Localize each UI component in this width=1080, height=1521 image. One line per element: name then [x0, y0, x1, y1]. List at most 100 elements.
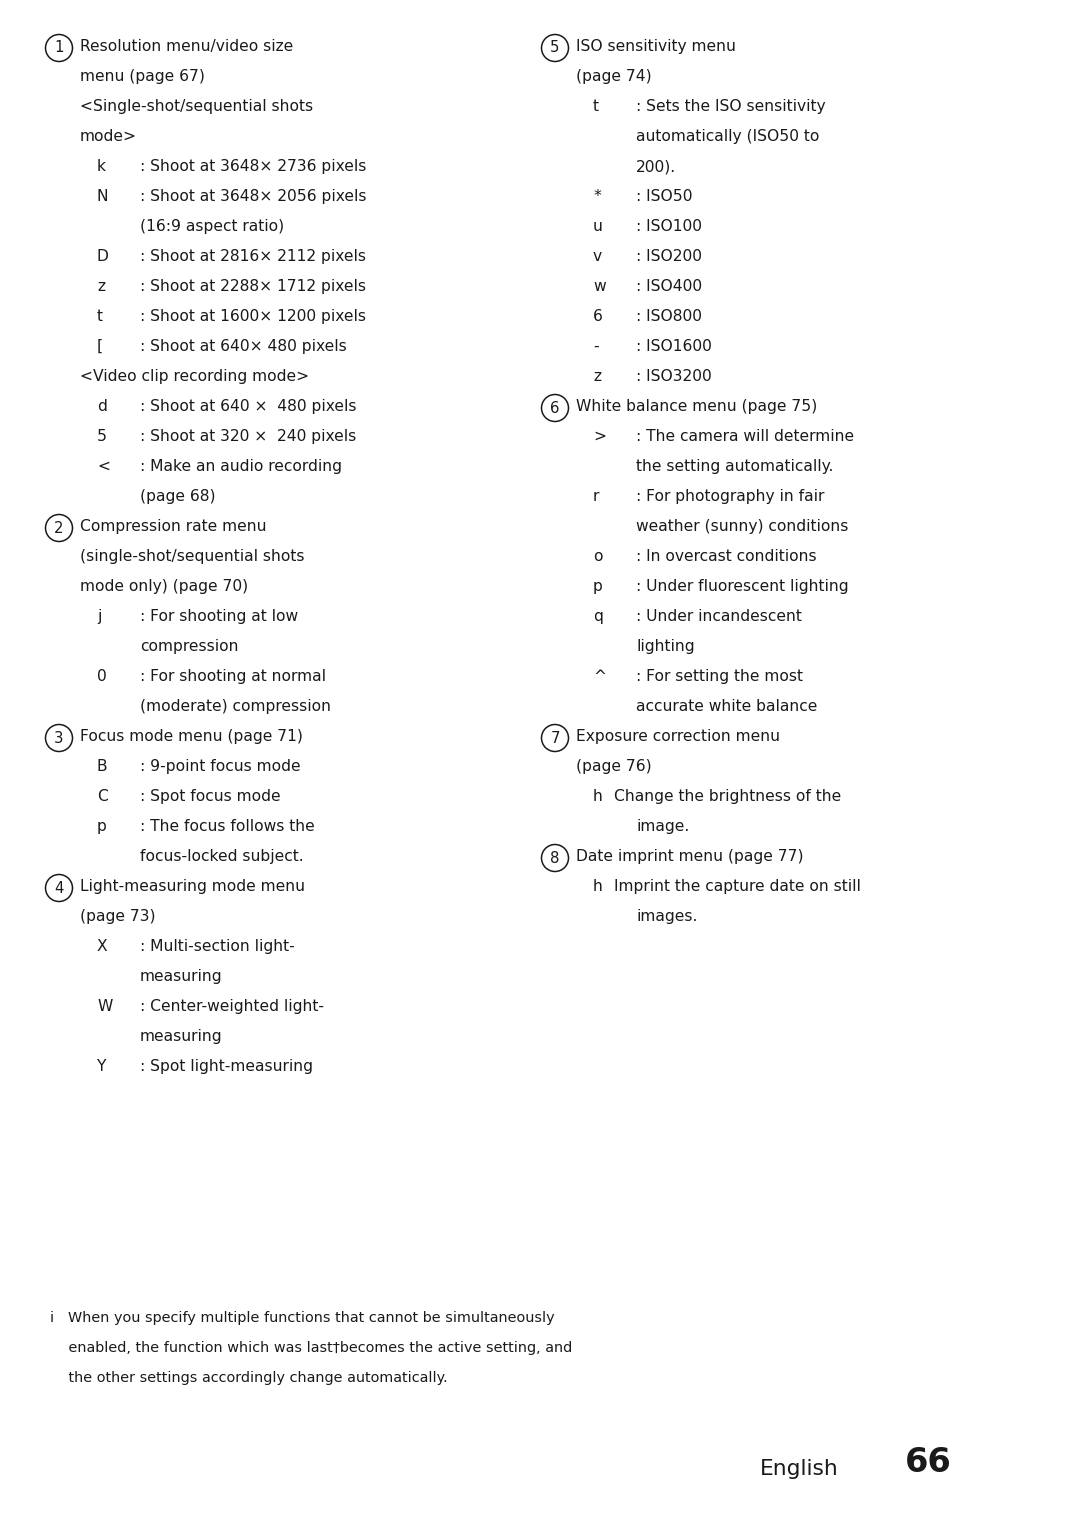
- Text: X: X: [97, 938, 108, 954]
- Text: : Shoot at 3648× 2736 pixels: : Shoot at 3648× 2736 pixels: [140, 160, 366, 173]
- Circle shape: [541, 394, 568, 421]
- Text: j: j: [97, 608, 102, 624]
- Text: t: t: [593, 99, 599, 114]
- Text: <Single-shot/sequential shots: <Single-shot/sequential shots: [80, 99, 313, 114]
- Text: : Center-weighted light-: : Center-weighted light-: [140, 999, 324, 1015]
- Text: ^: ^: [593, 669, 606, 684]
- Text: 200).: 200).: [636, 160, 676, 173]
- Text: : Shoot at 640× 480 pixels: : Shoot at 640× 480 pixels: [140, 339, 347, 354]
- Text: q: q: [593, 608, 603, 624]
- Text: : Under fluorescent lighting: : Under fluorescent lighting: [636, 580, 849, 595]
- Text: Compression rate menu: Compression rate menu: [80, 519, 267, 534]
- Text: 5: 5: [97, 429, 107, 444]
- Text: d: d: [97, 399, 107, 414]
- Text: : Make an audio recording: : Make an audio recording: [140, 459, 342, 475]
- Text: (page 76): (page 76): [576, 759, 651, 774]
- Text: 3: 3: [54, 730, 64, 745]
- Text: (page 68): (page 68): [140, 488, 216, 503]
- Text: : For photography in fair: : For photography in fair: [636, 488, 824, 503]
- Text: z: z: [593, 370, 600, 383]
- Text: h: h: [593, 879, 603, 894]
- Text: images.: images.: [636, 910, 698, 923]
- Text: measuring: measuring: [140, 969, 222, 984]
- Text: : Shoot at 320 ×  240 pixels: : Shoot at 320 × 240 pixels: [140, 429, 356, 444]
- Text: : Shoot at 640 ×  480 pixels: : Shoot at 640 × 480 pixels: [140, 399, 356, 414]
- Text: focus-locked subject.: focus-locked subject.: [140, 849, 303, 864]
- Text: p: p: [593, 580, 603, 595]
- Text: accurate white balance: accurate white balance: [636, 700, 818, 713]
- Text: 2: 2: [54, 520, 64, 535]
- Text: menu (page 67): menu (page 67): [80, 68, 205, 84]
- Text: : ISO1600: : ISO1600: [636, 339, 712, 354]
- Text: : The focus follows the: : The focus follows the: [140, 818, 314, 834]
- Text: : Multi-section light-: : Multi-section light-: [140, 938, 295, 954]
- Circle shape: [45, 35, 72, 61]
- Text: <Video clip recording mode>: <Video clip recording mode>: [80, 370, 309, 383]
- Text: mode only) (page 70): mode only) (page 70): [80, 580, 248, 595]
- Text: -: -: [593, 339, 598, 354]
- Text: : ISO50: : ISO50: [636, 189, 692, 204]
- Text: White balance menu (page 75): White balance menu (page 75): [576, 399, 818, 414]
- Text: : For shooting at low: : For shooting at low: [140, 608, 298, 624]
- Text: 66: 66: [905, 1446, 951, 1478]
- Text: z: z: [97, 278, 105, 294]
- Text: >: >: [593, 429, 606, 444]
- Text: <: <: [97, 459, 110, 475]
- Text: : Spot focus mode: : Spot focus mode: [140, 789, 281, 805]
- Text: C: C: [97, 789, 108, 805]
- Text: (page 74): (page 74): [576, 68, 651, 84]
- Text: v: v: [593, 249, 603, 265]
- Text: w: w: [593, 278, 606, 294]
- Text: image.: image.: [636, 818, 689, 834]
- Text: English: English: [760, 1459, 839, 1478]
- Text: : Shoot at 1600× 1200 pixels: : Shoot at 1600× 1200 pixels: [140, 309, 366, 324]
- Text: : ISO400: : ISO400: [636, 278, 702, 294]
- Text: o: o: [593, 549, 603, 564]
- Circle shape: [541, 724, 568, 751]
- Text: (moderate) compression: (moderate) compression: [140, 700, 330, 713]
- Circle shape: [45, 875, 72, 902]
- Text: *: *: [593, 189, 600, 204]
- Text: (16:9 aspect ratio): (16:9 aspect ratio): [140, 219, 284, 234]
- Text: Change the brightness of the: Change the brightness of the: [615, 789, 841, 805]
- Text: 4: 4: [54, 881, 64, 896]
- Text: : 9-point focus mode: : 9-point focus mode: [140, 759, 300, 774]
- Text: compression: compression: [140, 639, 239, 654]
- Text: B: B: [97, 759, 108, 774]
- Text: 5: 5: [550, 41, 559, 55]
- Text: r: r: [593, 488, 599, 503]
- Text: D: D: [97, 249, 109, 265]
- Text: enabled, the function which was last†becomes the active setting, and: enabled, the function which was last†bec…: [50, 1342, 572, 1355]
- Text: Y: Y: [97, 1059, 106, 1074]
- Text: t: t: [97, 309, 103, 324]
- Text: [: [: [97, 339, 103, 354]
- Text: lighting: lighting: [636, 639, 694, 654]
- Text: 6: 6: [550, 400, 559, 415]
- Circle shape: [541, 844, 568, 872]
- Text: 8: 8: [551, 850, 559, 865]
- Text: Light-measuring mode menu: Light-measuring mode menu: [80, 879, 305, 894]
- Text: : For shooting at normal: : For shooting at normal: [140, 669, 326, 684]
- Text: 6: 6: [593, 309, 603, 324]
- Text: Exposure correction menu: Exposure correction menu: [576, 729, 780, 744]
- Text: : ISO100: : ISO100: [636, 219, 702, 234]
- Text: W: W: [97, 999, 112, 1015]
- Text: h: h: [593, 789, 603, 805]
- Circle shape: [45, 514, 72, 541]
- Text: : For setting the most: : For setting the most: [636, 669, 804, 684]
- Text: : Shoot at 3648× 2056 pixels: : Shoot at 3648× 2056 pixels: [140, 189, 366, 204]
- Text: 0: 0: [97, 669, 107, 684]
- Text: measuring: measuring: [140, 1030, 222, 1043]
- Text: : Sets the ISO sensitivity: : Sets the ISO sensitivity: [636, 99, 825, 114]
- Circle shape: [45, 724, 72, 751]
- Text: : ISO3200: : ISO3200: [636, 370, 712, 383]
- Text: Date imprint menu (page 77): Date imprint menu (page 77): [576, 849, 804, 864]
- Text: weather (sunny) conditions: weather (sunny) conditions: [636, 519, 849, 534]
- Text: automatically (ISO50 to: automatically (ISO50 to: [636, 129, 820, 144]
- Text: : ISO800: : ISO800: [636, 309, 702, 324]
- Text: u: u: [593, 219, 603, 234]
- Text: : Shoot at 2816× 2112 pixels: : Shoot at 2816× 2112 pixels: [140, 249, 366, 265]
- Text: : In overcast conditions: : In overcast conditions: [636, 549, 816, 564]
- Text: : ISO200: : ISO200: [636, 249, 702, 265]
- Text: Imprint the capture date on still: Imprint the capture date on still: [615, 879, 861, 894]
